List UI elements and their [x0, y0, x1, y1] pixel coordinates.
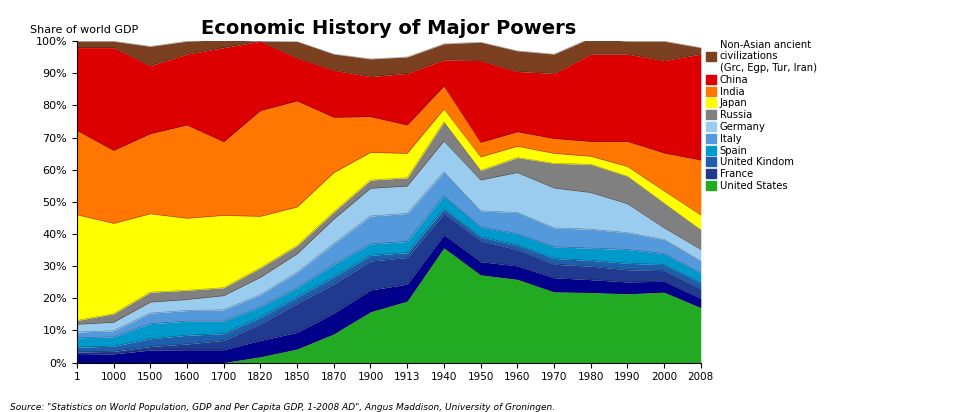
Legend: Non-Asian ancient
civilizations
(Grc, Egp, Tur, Iran), China, India, Japan, Russ: Non-Asian ancient civilizations (Grc, Eg…	[706, 40, 817, 191]
Text: Source: "Statistics on World Population, GDP and Per Capita GDP, 1-2008 AD", Ang: Source: "Statistics on World Population,…	[10, 403, 555, 412]
Text: Share of world GDP: Share of world GDP	[30, 25, 138, 35]
Title: Economic History of Major Powers: Economic History of Major Powers	[202, 19, 576, 38]
